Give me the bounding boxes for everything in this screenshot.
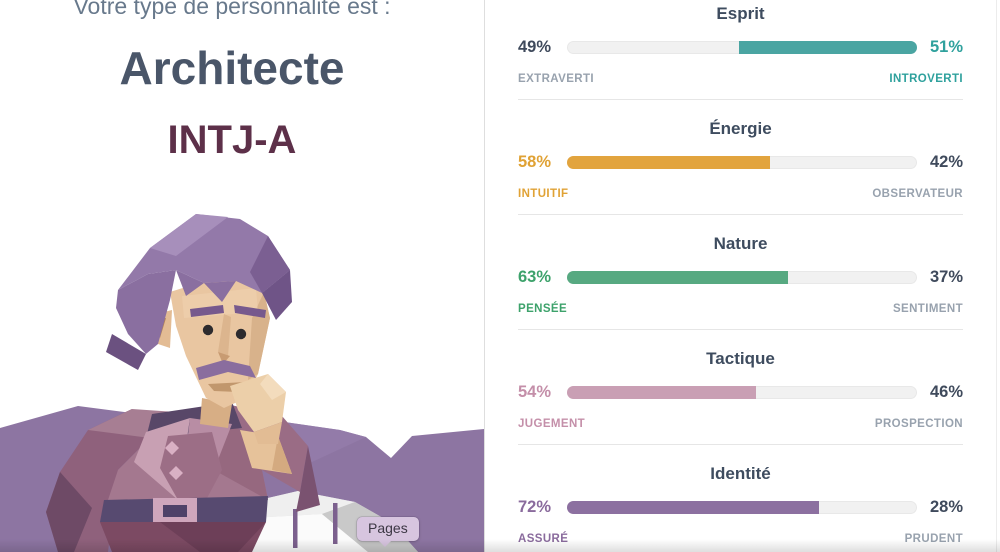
trait-label-left: ASSURÉ bbox=[518, 533, 569, 545]
trait-labels-row: INTUITIF OBSERVATEUR bbox=[518, 187, 963, 201]
trait-title: Énergie bbox=[709, 119, 772, 138]
trait-label-right: INTROVERTI bbox=[889, 73, 963, 85]
trait-bar-fill bbox=[567, 386, 756, 399]
trait-pct-left: 54% bbox=[518, 383, 552, 401]
section-divider bbox=[518, 444, 963, 445]
personality-type-code: INTJ-A bbox=[167, 118, 297, 162]
trait-bar-track bbox=[567, 156, 917, 169]
trait-bar-track bbox=[567, 41, 917, 54]
trait-bar-fill bbox=[567, 156, 770, 169]
trait-bar-row: 49% 51% bbox=[518, 38, 963, 57]
trait-section-nature: Nature 63% 37% PENSÉE SENTIMENT bbox=[518, 230, 963, 345]
traits-list: Esprit 49% 51% EXTRAVERTI INTROVERTI Éne… bbox=[518, 0, 963, 552]
trait-bar-fill bbox=[567, 271, 788, 284]
trait-label-right: PRUDENT bbox=[904, 533, 963, 545]
trait-section-energy: Énergie 58% 42% INTUITIF OBSERVATEUR bbox=[518, 115, 963, 230]
trait-pct-right: 28% bbox=[929, 498, 963, 516]
trait-pct-right: 46% bbox=[929, 383, 963, 401]
pages-dock-tooltip: Pages bbox=[357, 517, 419, 547]
trait-bar-track bbox=[567, 386, 917, 399]
intro-text: Votre type de personnalité est : bbox=[73, 0, 391, 19]
trait-bar-row: 54% 46% bbox=[518, 383, 963, 402]
trait-labels-row: JUGEMENT PROSPECTION bbox=[518, 417, 963, 431]
trait-bar-track bbox=[567, 501, 917, 514]
trait-section-mind: Esprit 49% 51% EXTRAVERTI INTROVERTI bbox=[518, 0, 963, 115]
trait-pct-right: 51% bbox=[929, 38, 963, 56]
trait-label-right: OBSERVATEUR bbox=[872, 188, 963, 200]
architect-character-illustration bbox=[0, 214, 484, 552]
trait-bar-fill bbox=[738, 41, 917, 54]
trait-title: Esprit bbox=[716, 4, 765, 23]
trait-labels-row: PENSÉE SENTIMENT bbox=[518, 302, 963, 316]
trait-label-right: SENTIMENT bbox=[892, 303, 963, 315]
trait-pct-right: 42% bbox=[929, 153, 963, 171]
section-divider bbox=[518, 214, 963, 215]
trait-label-left: PENSÉE bbox=[518, 303, 568, 315]
trait-title: Nature bbox=[713, 234, 768, 253]
trait-bar-row: 72% 28% bbox=[518, 498, 963, 517]
trait-bar-row: 63% 37% bbox=[518, 268, 963, 287]
panel-divider bbox=[484, 0, 485, 552]
trait-title: Identité bbox=[710, 464, 771, 483]
window-edge-line bbox=[996, 0, 997, 552]
trait-label-left: EXTRAVERTI bbox=[518, 73, 594, 85]
trait-label-left: JUGEMENT bbox=[518, 418, 586, 430]
traits-panel: Esprit 49% 51% EXTRAVERTI INTROVERTI Éne… bbox=[485, 0, 1000, 552]
trait-pct-left: 49% bbox=[518, 38, 552, 56]
pages-tooltip-label: Pages bbox=[368, 520, 408, 536]
result-panel: Votre type de personnalité est : Archite… bbox=[0, 0, 484, 552]
trait-bar-track bbox=[567, 271, 917, 284]
trait-section-tactics: Tactique 54% 46% JUGEMENT PROSPECTION bbox=[518, 345, 963, 460]
trait-labels-row: ASSURÉ PRUDENT bbox=[518, 532, 963, 546]
trait-label-left: INTUITIF bbox=[518, 188, 569, 200]
section-divider bbox=[518, 329, 963, 330]
personality-type-name: Architecte bbox=[119, 42, 345, 94]
trait-pct-left: 72% bbox=[518, 498, 552, 516]
trait-section-identity: Identité 72% 28% ASSURÉ PRUDENT bbox=[518, 460, 963, 552]
trait-labels-row: EXTRAVERTI INTROVERTI bbox=[518, 72, 963, 86]
trait-pct-left: 58% bbox=[518, 153, 552, 171]
trait-bar-fill bbox=[567, 501, 819, 514]
section-divider bbox=[518, 99, 963, 100]
trait-pct-right: 37% bbox=[929, 268, 963, 286]
trait-title: Tactique bbox=[706, 349, 775, 368]
trait-pct-left: 63% bbox=[518, 268, 552, 286]
tooltip-tail-icon bbox=[378, 540, 392, 547]
trait-label-right: PROSPECTION bbox=[874, 418, 963, 430]
architect-character bbox=[46, 214, 320, 552]
trait-bar-row: 58% 42% bbox=[518, 153, 963, 172]
